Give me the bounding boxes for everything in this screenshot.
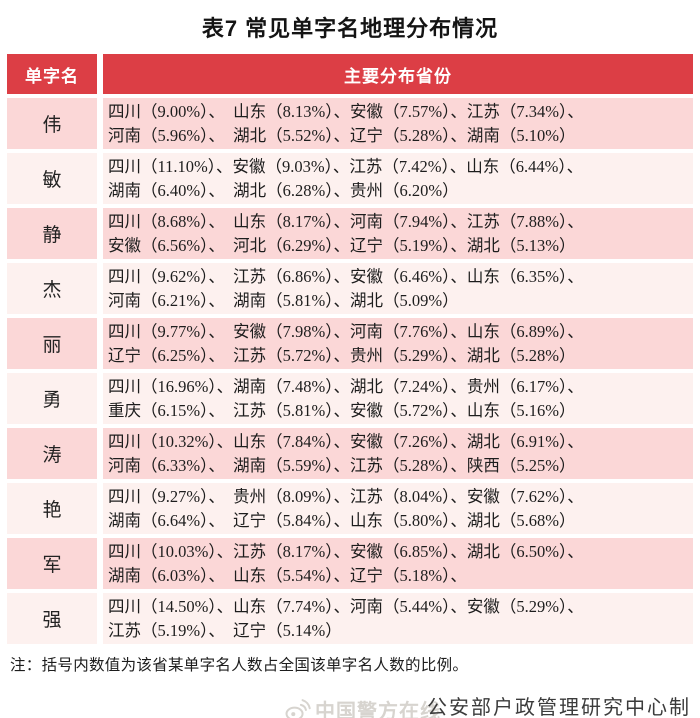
row-name: 军 <box>7 538 97 589</box>
provinces-line-1: 四川（10.03%）、江苏（8.17%）、安徽（6.85%）、湖北（6.50%）… <box>108 542 584 561</box>
provinces-line-2: 湖南（6.40%）、 湖北（6.28%）、贵州（6.20%） <box>108 180 459 200</box>
distribution-table: 单字名 主要分布省份 伟 四川（9.00%）、 山东（8.13%）、安徽（7.5… <box>7 54 693 644</box>
table-row: 强 四川（14.50%）、山东（7.74%）、河南（5.44%）、安徽（5.29… <box>7 593 693 644</box>
provinces-line-2: 河南（6.33%）、 湖南（5.59%）、江苏（5.28%）、陕西（5.25%） <box>108 455 576 475</box>
row-name: 勇 <box>7 373 97 424</box>
provinces-line-1: 四川（11.10%）、安徽（9.03%）、江苏（7.42%）、山东（6.44%）… <box>108 157 584 176</box>
table-row: 敏 四川（11.10%）、安徽（9.03%）、江苏（7.42%）、山东（6.44… <box>7 153 693 204</box>
row-name: 伟 <box>7 98 97 149</box>
provinces-line-1: 四川（8.68%）、 山东（8.17%）、河南（7.94%）、江苏（7.88%）… <box>108 212 584 231</box>
footer: 中国警方在线 公安部户政管理研究中心制 <box>0 689 700 718</box>
table-row: 勇 四川（16.96%）、湖南（7.48%）、湖北（7.24%）、贵州（6.17… <box>7 373 693 424</box>
row-name: 杰 <box>7 263 97 314</box>
row-provinces: 四川（9.77%）、 安徽（7.98%）、河南（7.76%）、山东（6.89%）… <box>103 318 693 369</box>
provinces-line-2: 河南（5.96%）、 湖北（5.52%）、辽宁（5.28%）、湖南（5.10%） <box>108 125 576 145</box>
provinces-line-1: 四川（9.77%）、 安徽（7.98%）、河南（7.76%）、山东（6.89%）… <box>108 322 584 341</box>
row-name: 涛 <box>7 428 97 479</box>
page-title: 表7 常见单字名地理分布情况 <box>201 16 499 41</box>
footnote: 注：括号内数值为该省某单字名人数占全国该单字名人数的比例。 <box>10 657 469 674</box>
table-row: 军 四川（10.03%）、江苏（8.17%）、安徽（6.85%）、湖北（6.50… <box>7 538 693 589</box>
table-header-row: 单字名 主要分布省份 <box>7 54 693 94</box>
row-name: 强 <box>7 593 97 644</box>
row-name: 丽 <box>7 318 97 369</box>
watermark: 中国警方在线 <box>284 695 441 718</box>
row-provinces: 四川（10.32%）、山东（7.84%）、安徽（7.26%）、湖北（6.91%）… <box>103 428 693 479</box>
credit-text: 公安部户政管理研究中心制 <box>427 697 691 718</box>
table-row: 涛 四川（10.32%）、山东（7.84%）、安徽（7.26%）、湖北（6.91… <box>7 428 693 479</box>
table-row: 艳 四川（9.27%）、 贵州（8.09%）、江苏（8.04%）、安徽（7.62… <box>7 483 693 534</box>
watermark-text: 中国警方在线 <box>315 701 441 718</box>
header-cell-provinces: 主要分布省份 <box>103 54 693 94</box>
provinces-line-1: 四川（16.96%）、湖南（7.48%）、湖北（7.24%）、贵州（6.17%）… <box>108 377 584 396</box>
provinces-line-2: 湖南（6.64%）、 辽宁（5.84%）、山东（5.80%）、湖北（5.68%） <box>108 510 576 530</box>
row-provinces: 四川（9.62%）、 江苏（6.86%）、安徽（6.46%）、山东（6.35%）… <box>103 263 693 314</box>
provinces-line-2: 重庆（6.15%）、 江苏（5.81%）、安徽（5.72%）、山东（5.16%） <box>108 400 576 420</box>
table-row: 静 四川（8.68%）、 山东（8.17%）、河南（7.94%）、江苏（7.88… <box>7 208 693 259</box>
provinces-line-1: 四川（10.32%）、山东（7.84%）、安徽（7.26%）、湖北（6.91%）… <box>108 432 584 451</box>
provinces-line-2: 安徽（6.56%）、 河北（6.29%）、辽宁（5.19%）、湖北（5.13%） <box>108 235 576 255</box>
provinces-line-2: 辽宁（6.25%）、 江苏（5.72%）、贵州（5.29%）、湖北（5.28%） <box>108 345 576 365</box>
row-provinces: 四川（8.68%）、 山东（8.17%）、河南（7.94%）、江苏（7.88%）… <box>103 208 693 259</box>
weibo-icon <box>284 697 311 718</box>
provinces-line-2: 河南（6.21%）、 湖南（5.81%）、湖北（5.09%） <box>108 290 459 310</box>
table-row: 伟 四川（9.00%）、 山东（8.13%）、安徽（7.57%）、江苏（7.34… <box>7 98 693 149</box>
header-cell-name: 单字名 <box>7 54 97 94</box>
row-name: 敏 <box>7 153 97 204</box>
provinces-line-1: 四川（9.27%）、 贵州（8.09%）、江苏（8.04%）、安徽（7.62%）… <box>108 487 584 506</box>
provinces-line-1: 四川（9.62%）、 江苏（6.86%）、安徽（6.46%）、山东（6.35%）… <box>108 267 584 286</box>
table-row: 杰 四川（9.62%）、 江苏（6.86%）、安徽（6.46%）、山东（6.35… <box>7 263 693 314</box>
table-row: 丽 四川（9.77%）、 安徽（7.98%）、河南（7.76%）、山东（6.89… <box>7 318 693 369</box>
row-provinces: 四川（11.10%）、安徽（9.03%）、江苏（7.42%）、山东（6.44%）… <box>103 153 693 204</box>
row-provinces: 四川（16.96%）、湖南（7.48%）、湖北（7.24%）、贵州（6.17%）… <box>103 373 693 424</box>
row-provinces: 四川（9.00%）、 山东（8.13%）、安徽（7.57%）、江苏（7.34%）… <box>103 98 693 149</box>
provinces-line-2: 江苏（5.19%）、 辽宁（5.14%） <box>108 620 342 640</box>
provinces-line-2: 湖南（6.03%）、 山东（5.54%）、辽宁（5.18%）、 <box>108 565 467 585</box>
row-name: 静 <box>7 208 97 259</box>
row-provinces: 四川（9.27%）、 贵州（8.09%）、江苏（8.04%）、安徽（7.62%）… <box>103 483 693 534</box>
provinces-line-1: 四川（9.00%）、 山东（8.13%）、安徽（7.57%）、江苏（7.34%）… <box>108 102 584 121</box>
row-provinces: 四川（10.03%）、江苏（8.17%）、安徽（6.85%）、湖北（6.50%）… <box>103 538 693 589</box>
row-name: 艳 <box>7 483 97 534</box>
row-provinces: 四川（14.50%）、山东（7.74%）、河南（5.44%）、安徽（5.29%）… <box>103 593 693 644</box>
provinces-line-1: 四川（14.50%）、山东（7.74%）、河南（5.44%）、安徽（5.29%）… <box>108 597 584 616</box>
